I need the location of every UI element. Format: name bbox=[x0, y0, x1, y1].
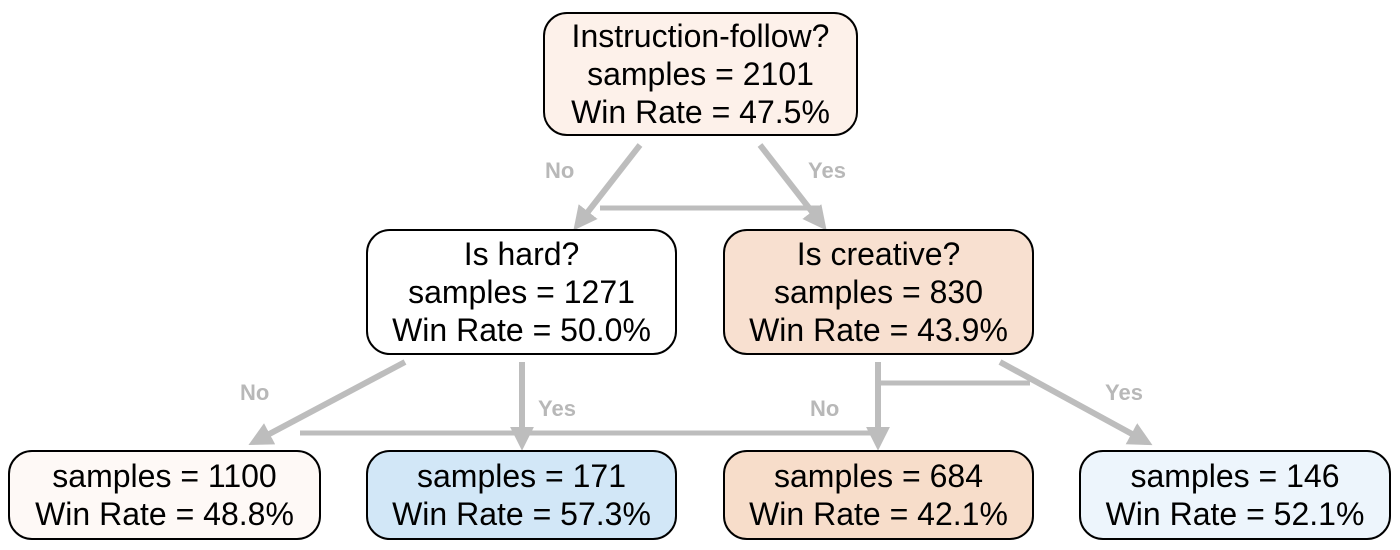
edge-label-root-creative: Yes bbox=[808, 158, 846, 183]
edge-label-creative-no: No bbox=[810, 396, 840, 421]
node-instruction-follow: Instruction-follow? samples = 2101 Win R… bbox=[543, 12, 858, 136]
node-samples: samples = 171 bbox=[416, 458, 626, 494]
edge-hard-to-leaf-no bbox=[248, 359, 407, 446]
leaf-creative-no: samples = 684 Win Rate = 42.1% bbox=[723, 450, 1034, 540]
edge-root-to-hard bbox=[573, 143, 643, 231]
node-samples: samples = 1100 bbox=[52, 458, 277, 494]
node-win-rate: Win Rate = 57.3% bbox=[392, 496, 651, 532]
node-win-rate: Win Rate = 48.8% bbox=[35, 496, 294, 532]
node-win-rate: Win Rate = 43.9% bbox=[749, 312, 1008, 348]
node-win-rate: Win Rate = 47.5% bbox=[571, 94, 830, 130]
node-win-rate: Win Rate = 52.1% bbox=[1105, 496, 1365, 532]
edge-label-root-hard: No bbox=[545, 158, 575, 183]
edge-root-to-creative bbox=[757, 143, 827, 231]
edge-label-hard-no: No bbox=[240, 380, 270, 405]
node-is-creative: Is creative? samples = 830 Win Rate = 43… bbox=[723, 229, 1034, 355]
node-win-rate: Win Rate = 50.0% bbox=[392, 312, 651, 348]
node-samples: samples = 146 bbox=[1130, 458, 1340, 494]
node-samples: samples = 684 bbox=[773, 458, 983, 494]
node-samples: samples = 2101 bbox=[587, 56, 814, 92]
leaf-hard-yes: samples = 171 Win Rate = 57.3% bbox=[366, 450, 677, 540]
node-samples: samples = 1271 bbox=[408, 274, 635, 310]
edge-label-hard-yes: Yes bbox=[538, 396, 576, 421]
edge-label-creative-yes: Yes bbox=[1105, 380, 1143, 405]
node-samples: samples = 830 bbox=[773, 274, 983, 310]
leaf-hard-no: samples = 1100 Win Rate = 48.8% bbox=[8, 450, 321, 540]
node-question: Instruction-follow? bbox=[571, 18, 830, 54]
node-is-hard: Is hard? samples = 1271 Win Rate = 50.0% bbox=[366, 229, 677, 355]
node-question: Is creative? bbox=[796, 236, 961, 272]
node-question: Is hard? bbox=[463, 236, 580, 272]
edge-creative-to-leaf-yes bbox=[998, 359, 1153, 446]
node-win-rate: Win Rate = 42.1% bbox=[749, 496, 1008, 532]
leaf-creative-yes: samples = 146 Win Rate = 52.1% bbox=[1079, 450, 1391, 540]
